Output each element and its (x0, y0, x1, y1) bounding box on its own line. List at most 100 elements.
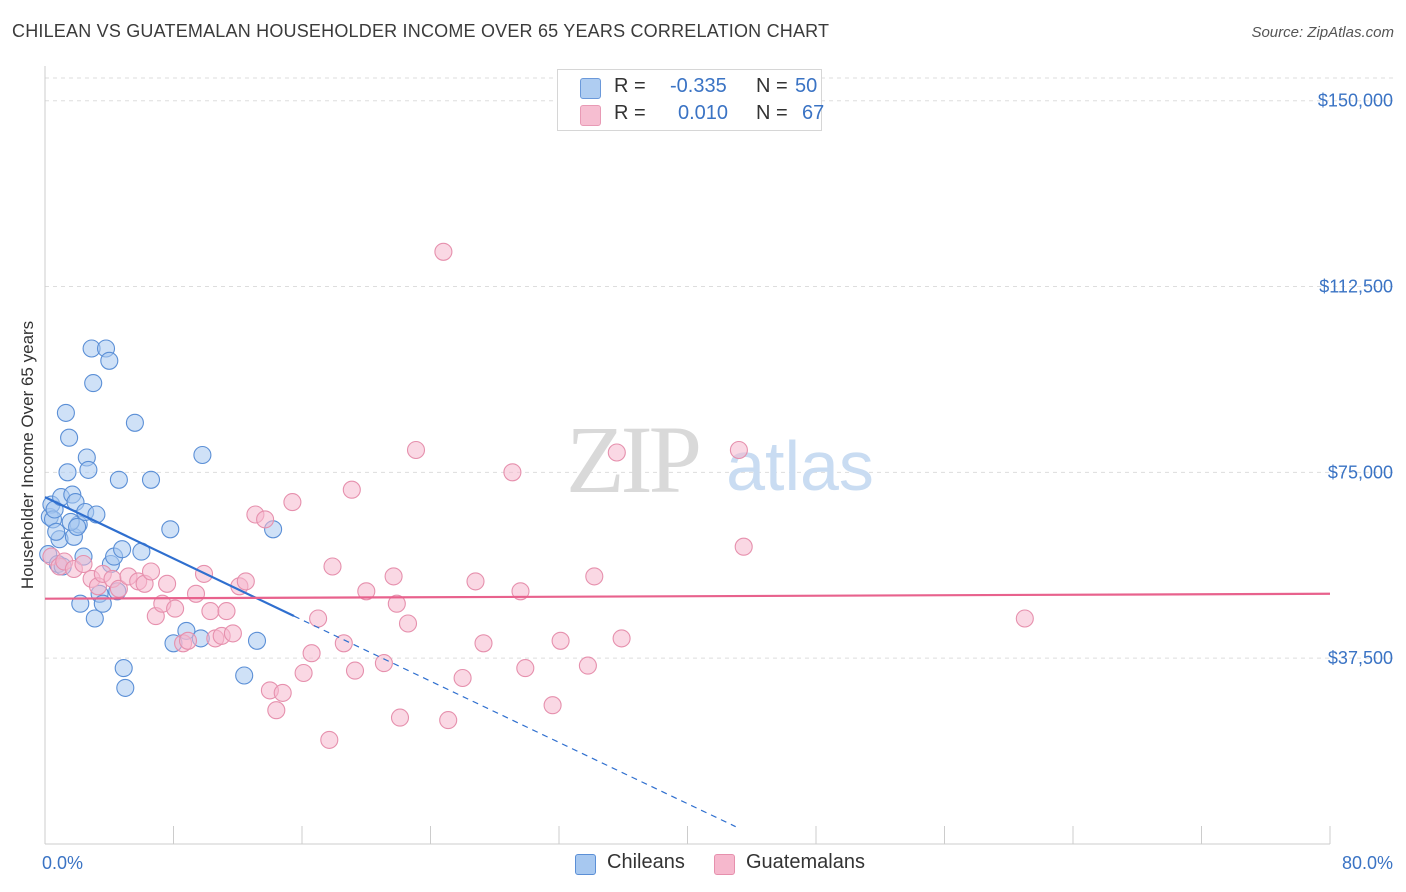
guatemalan-point (406, 440, 426, 460)
watermark: ZIP atlas (566, 406, 874, 513)
guatemalan-point (398, 614, 418, 633)
guatemalan-point (734, 537, 753, 556)
chileans-trend-line (44, 496, 295, 618)
data-points (39, 242, 1034, 749)
guatemalan-point (384, 567, 403, 586)
guatemalan-point (503, 463, 522, 482)
trend-lines (44, 496, 1331, 828)
watermark-atlas: atlas (726, 427, 874, 505)
guatemalan-point (357, 582, 376, 601)
chilean-point (79, 460, 98, 479)
chilean-point (58, 463, 77, 482)
guatemalan-point (374, 654, 393, 673)
chileans-trend-extension (293, 615, 736, 828)
guatemalan-point (302, 644, 321, 663)
guatemalan-point (345, 661, 365, 680)
y-tick-label: $37,500 (1328, 648, 1393, 668)
chilean-point (193, 445, 212, 465)
bottom-legend-swatch-guatemalans (714, 854, 735, 875)
chilean-point (113, 540, 132, 559)
legend-swatch-guatemalans (580, 105, 601, 126)
guatemalan-point (158, 574, 177, 593)
legend-r-value: -0.335 (670, 75, 727, 97)
guatemalan-point (474, 634, 493, 653)
x-tick-label: 80.0% (1342, 853, 1393, 873)
guatemalan-point (453, 668, 472, 688)
chilean-point (85, 609, 104, 628)
guatemalan-point (434, 242, 453, 261)
chilean-point (56, 403, 75, 422)
grid-lines (45, 77, 1393, 659)
guatemalan-point (267, 701, 286, 720)
axes (44, 66, 1331, 845)
guatemalan-point (466, 572, 485, 591)
guatemalan-point (236, 572, 255, 591)
guatemalan-point (543, 696, 562, 715)
guatemalan-point (273, 683, 292, 702)
chilean-point (141, 470, 161, 489)
guatemalan-point (387, 594, 406, 613)
guatemalan-point (516, 659, 535, 678)
tick-labels: $37,500 $75,000 $112,500 $150,000 0.0% 80.0% (42, 91, 1393, 873)
legend-r-label: R = (614, 102, 646, 124)
bottom-legend-label: Chileans (607, 851, 685, 873)
bottom-legend-label: Guatemalans (746, 851, 865, 873)
guatemalan-point (256, 510, 275, 529)
legend-r-label: R = (614, 75, 646, 97)
guatemalan-point (201, 602, 220, 621)
guatemalan-point (294, 663, 313, 683)
guatemalan-point (342, 480, 361, 499)
chilean-point (60, 428, 79, 447)
y-axis-label: Householder Income Over 65 years (18, 321, 37, 589)
bottom-legend-swatch-chileans (575, 854, 596, 875)
chart-title: CHILEAN VS GUATEMALAN HOUSEHOLDER INCOME… (12, 21, 830, 41)
chilean-point (114, 659, 133, 678)
guatemalan-point (320, 730, 339, 749)
chilean-point (84, 374, 103, 393)
guatemalan-point (439, 711, 458, 730)
chilean-point (100, 351, 119, 370)
chilean-point (109, 470, 128, 489)
legend-swatch-chileans (580, 78, 601, 99)
chilean-point (247, 631, 267, 650)
y-tick-label: $75,000 (1328, 462, 1393, 482)
guatemalan-point (283, 493, 302, 512)
guatemalan-point (309, 609, 328, 628)
source-label: Source: ZipAtlas.com (1251, 24, 1394, 41)
chilean-point (161, 520, 180, 539)
chilean-point (68, 517, 87, 536)
guatemalan-point (729, 440, 748, 460)
legend-n-label: N = (756, 75, 788, 97)
chilean-point (87, 505, 106, 524)
legend-n-value: 50 (795, 75, 818, 97)
guatemalan-point (334, 634, 353, 653)
y-tick-label: $112,500 (1319, 277, 1393, 297)
guatemalan-point (166, 599, 185, 618)
guatemalan-point (612, 629, 631, 648)
chilean-point (116, 678, 135, 697)
guatemalan-point (390, 708, 410, 727)
legend-n-value: 67 (802, 102, 825, 124)
guatemalan-point (607, 443, 626, 462)
guatemalan-point (578, 656, 597, 675)
guatemalan-point (74, 554, 93, 574)
x-tick-label: 0.0% (42, 853, 83, 873)
chilean-point (235, 666, 254, 685)
guatemalans-trend-line (44, 592, 1331, 600)
guatemalan-point (323, 557, 342, 576)
guatemalan-point (141, 562, 161, 581)
correlation-legend: R = -0.335 N = 50 R = 0.010 N = 67 (557, 69, 825, 131)
y-tick-label: $150,000 (1318, 91, 1393, 111)
chilean-point (47, 522, 66, 541)
guatemalan-point (217, 602, 236, 621)
watermark-zip: ZIP (566, 406, 699, 513)
guatemalan-point (178, 631, 198, 650)
legend-n-label: N = (756, 102, 788, 124)
guatemalan-point (551, 631, 570, 650)
legend-r-value: 0.010 (678, 102, 729, 124)
guatemalan-point (223, 624, 242, 643)
guatemalan-point (585, 567, 604, 586)
guatemalan-point (1015, 609, 1034, 628)
chilean-point (125, 413, 144, 432)
